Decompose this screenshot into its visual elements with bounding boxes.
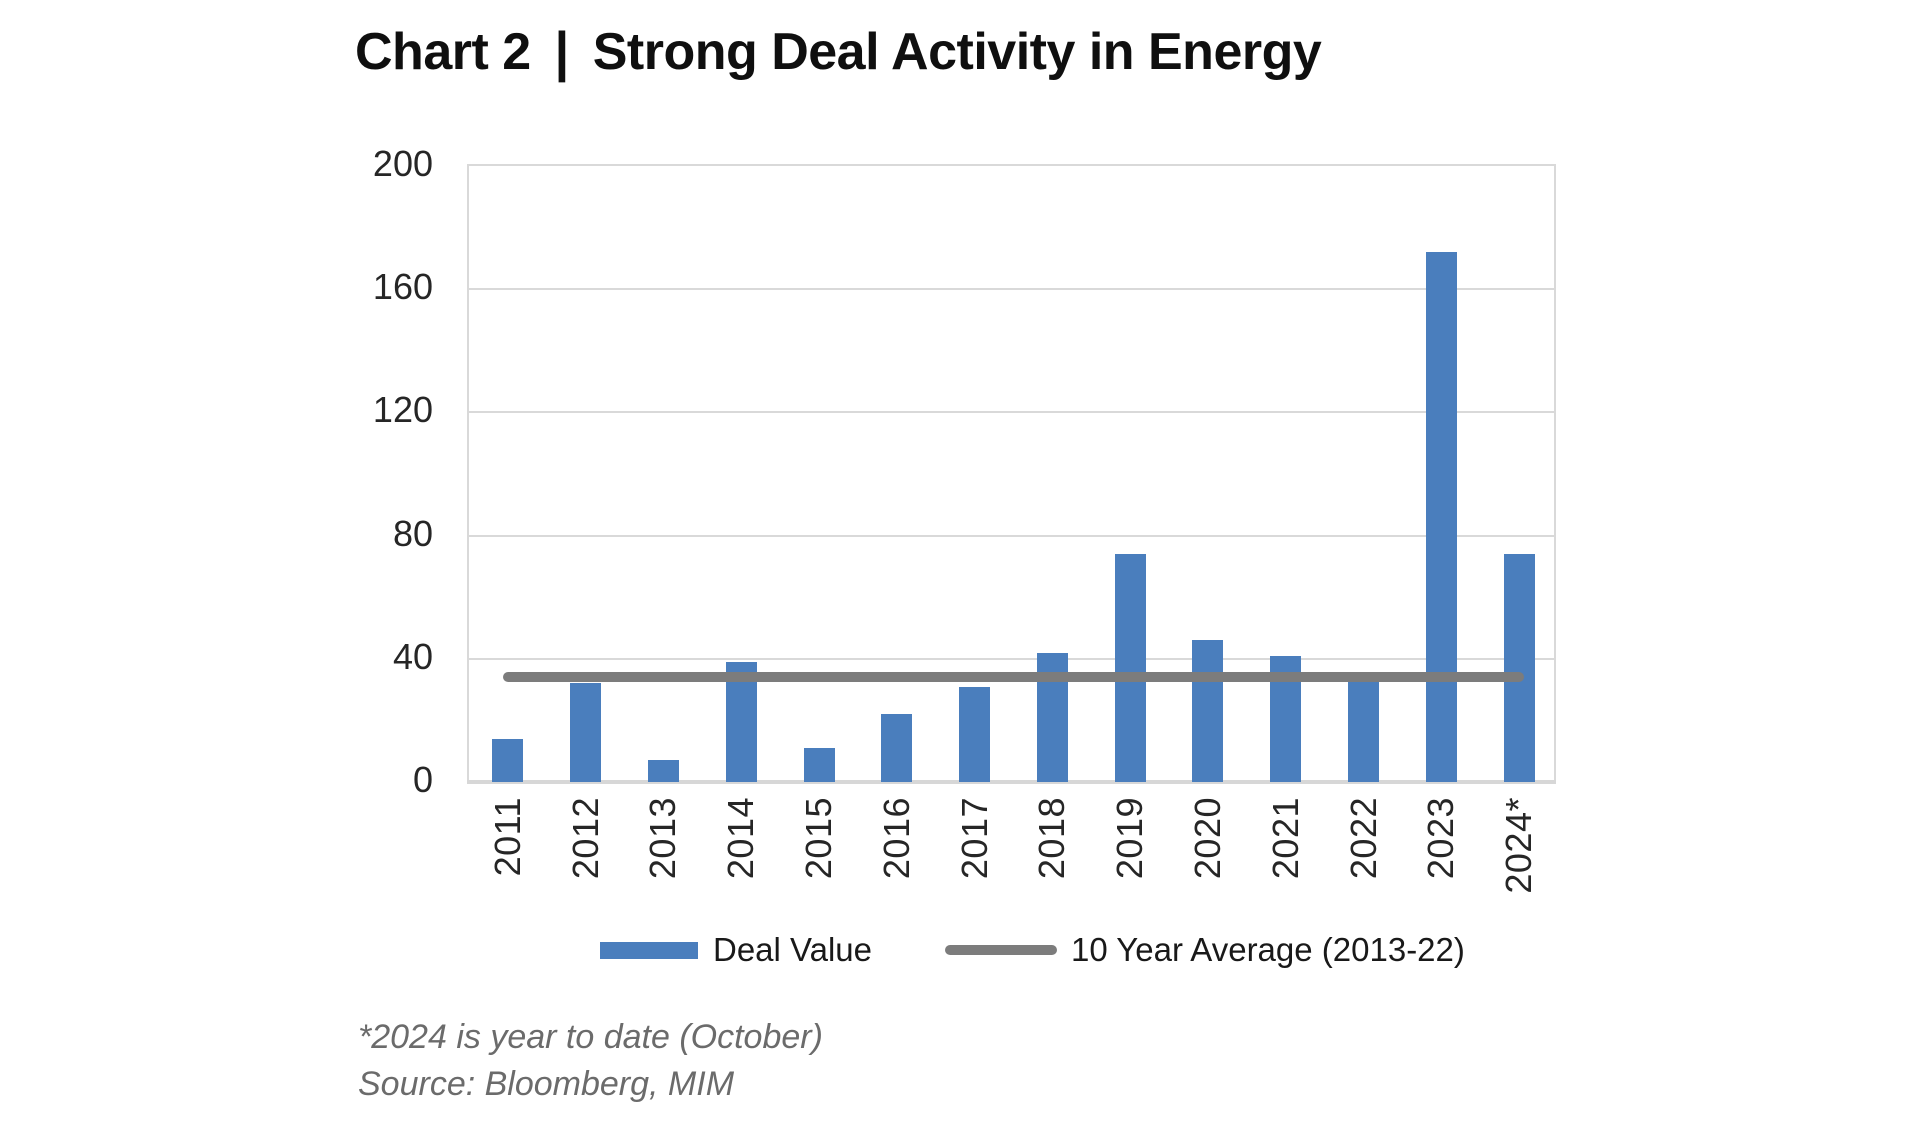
bar-2011 bbox=[492, 738, 524, 782]
chart-number-label: Chart 2 bbox=[355, 23, 531, 81]
x-label-2013: 2013 bbox=[642, 797, 684, 880]
average-line bbox=[502, 672, 1525, 683]
x-label-2018: 2018 bbox=[1031, 797, 1073, 880]
bar-2012 bbox=[570, 683, 602, 782]
gridline-40 bbox=[469, 657, 1554, 660]
legend: Deal Value 10 Year Average (2013-22) bbox=[600, 931, 1465, 968]
bar-2019 bbox=[1114, 554, 1146, 782]
deal-value-swatch bbox=[600, 941, 698, 959]
title-separator: | bbox=[554, 21, 570, 83]
x-label-2011: 2011 bbox=[486, 797, 528, 877]
deal-value-legend-label: Deal Value bbox=[713, 931, 872, 968]
footnote-source: Source: Bloomberg, MIM bbox=[358, 1065, 735, 1103]
x-label-2021: 2021 bbox=[1264, 797, 1306, 880]
gridline-80 bbox=[469, 534, 1554, 537]
chart-title: Chart 2 | Strong Deal Activity in Energy bbox=[355, 21, 1322, 83]
x-label-2019: 2019 bbox=[1109, 797, 1151, 880]
average-legend-label: 10 Year Average (2013-22) bbox=[1071, 931, 1465, 968]
x-label-2014: 2014 bbox=[720, 797, 762, 880]
bar-2017 bbox=[959, 686, 991, 782]
y-tick-80: 80 bbox=[392, 512, 433, 554]
y-tick-160: 160 bbox=[372, 266, 433, 308]
y-tick-120: 120 bbox=[372, 389, 433, 431]
bar-2022 bbox=[1348, 680, 1380, 782]
gridline-160 bbox=[469, 288, 1554, 291]
bar-2023 bbox=[1425, 252, 1457, 782]
y-tick-40: 40 bbox=[392, 635, 433, 677]
bar-2016 bbox=[881, 714, 913, 782]
y-tick-200: 200 bbox=[372, 143, 433, 184]
bar-2015 bbox=[803, 748, 835, 782]
footnotes: *2024 is year to date (October) Source: … bbox=[358, 1014, 823, 1108]
x-label-2017: 2017 bbox=[953, 797, 995, 880]
bar-2020 bbox=[1192, 640, 1224, 782]
x-axis-line bbox=[467, 780, 1556, 784]
footnote-ytd: *2024 is year to date (October) bbox=[358, 1018, 823, 1056]
x-label-2023: 2023 bbox=[1420, 797, 1462, 880]
x-label-2024: 2024* bbox=[1498, 797, 1540, 894]
bar-2024 bbox=[1503, 554, 1535, 782]
plot-area bbox=[467, 164, 1556, 784]
average-line-swatch bbox=[945, 945, 1057, 955]
bar-2013 bbox=[647, 760, 679, 782]
gridline-120 bbox=[469, 411, 1554, 414]
chart-title-text: Strong Deal Activity in Energy bbox=[592, 23, 1322, 81]
x-label-2020: 2020 bbox=[1186, 797, 1228, 880]
x-label-2015: 2015 bbox=[798, 797, 840, 880]
x-label-2022: 2022 bbox=[1342, 797, 1384, 880]
x-label-2012: 2012 bbox=[564, 797, 606, 880]
x-label-2016: 2016 bbox=[875, 797, 917, 880]
y-tick-0: 0 bbox=[412, 759, 433, 800]
